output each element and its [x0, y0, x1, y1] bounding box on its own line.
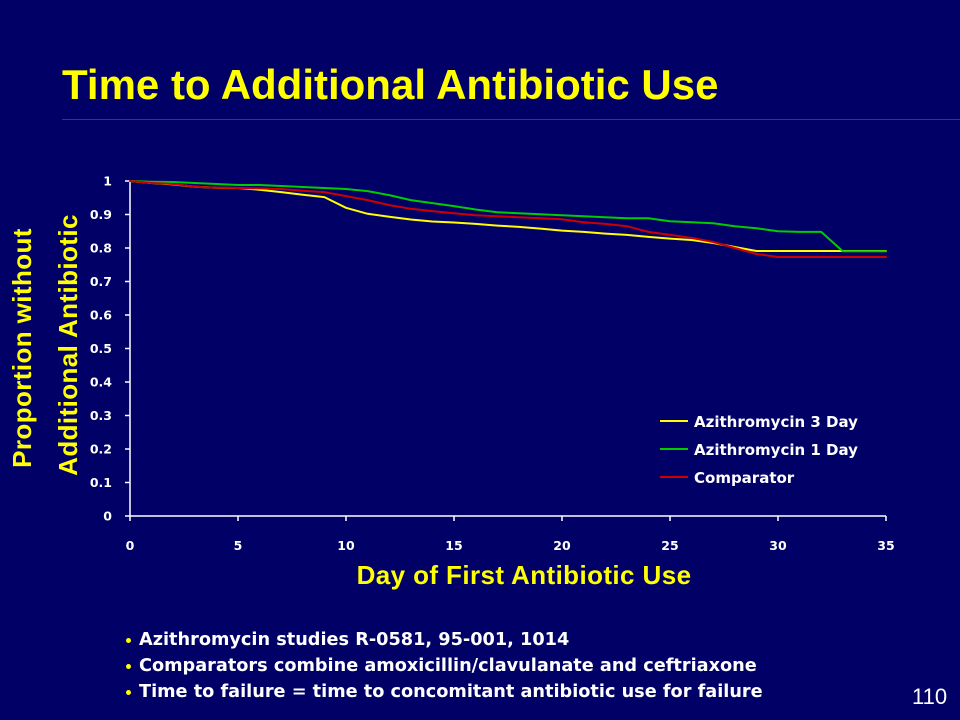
footnote-text: Comparators combine amoxicillin/clavulan…	[139, 656, 757, 676]
bullet-dot-icon	[126, 689, 131, 695]
y-axis-title-line-2: Additional Antibiotic	[53, 214, 83, 476]
survival-line-chart: 00.10.20.30.40.50.60.70.80.910 5 10 15 20 25 3…	[7, 174, 895, 591]
x-axis-title: Day of First Antibiotic Use	[357, 560, 692, 590]
y-tick-label: 1	[103, 174, 112, 189]
page-number: 110	[912, 684, 948, 709]
chart-series	[129, 180, 887, 258]
series-line-comparator	[129, 180, 887, 258]
x-tick-label: 15	[445, 538, 462, 553]
footnote-item: Time to failure = time to concomitant an…	[126, 679, 763, 705]
y-tick-label: 0.2	[90, 442, 112, 457]
footnote-text: Azithromycin studies R-0581, 95-001, 101…	[139, 630, 570, 650]
title-underline	[62, 119, 960, 120]
bullet-dot-icon	[126, 637, 131, 643]
legend-label-azithromycin-3-day: Azithromycin 3 Day	[694, 413, 858, 431]
x-tick-label: 35	[877, 538, 894, 553]
y-axis-title-line-1: Proportion without	[7, 228, 37, 468]
footnote-item: Comparators combine amoxicillin/clavulan…	[126, 653, 763, 679]
y-tick-label: 0	[103, 509, 112, 524]
x-tick-label: 25	[661, 538, 678, 553]
legend-label-azithromycin-1-day: Azithromycin 1 Day	[694, 441, 858, 459]
x-tick-label: 10	[337, 538, 355, 553]
footnote-item: Azithromycin studies R-0581, 95-001, 101…	[126, 627, 763, 653]
footnote-text: Time to failure = time to concomitant an…	[139, 682, 763, 702]
y-tick-label: 0.6	[90, 308, 112, 323]
footnote-list: Azithromycin studies R-0581, 95-001, 101…	[126, 627, 763, 705]
y-tick-label: 0.5	[90, 341, 112, 356]
x-tick-label: 30	[769, 538, 787, 553]
bullet-dot-icon	[126, 663, 131, 669]
chart-axes: 00.10.20.30.40.50.60.70.80.910 5 10 15 20 25 3…	[90, 174, 895, 554]
y-tick-label: 0.1	[90, 475, 112, 490]
chart-legend: Azithromycin 3 Day Azithromycin 1 Day Comp…	[660, 413, 858, 487]
slide-title: Time to Additional Antibiotic Use	[62, 61, 719, 108]
y-tick-label: 0.4	[90, 375, 112, 390]
legend-label-comparator: Comparator	[694, 469, 795, 487]
x-tick-label: 0	[126, 538, 135, 553]
y-tick-label: 0.7	[90, 274, 112, 289]
x-tick-label: 20	[553, 538, 571, 553]
y-tick-label: 0.3	[90, 408, 112, 423]
x-tick-label: 5	[234, 538, 243, 553]
y-tick-label: 0.9	[90, 207, 112, 222]
series-line-azithromycin-1-day	[129, 180, 887, 253]
y-tick-label: 0.8	[90, 241, 112, 256]
series-line-azithromycin-3-day	[129, 180, 887, 252]
